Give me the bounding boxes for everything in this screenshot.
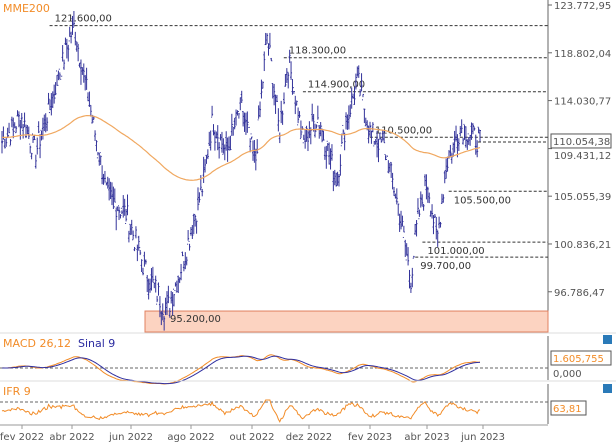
- x-tick-label: jun 2022: [108, 432, 153, 443]
- ifr-last-value: 63,81: [553, 404, 582, 415]
- level-label: 114.900,00: [308, 80, 365, 91]
- ifr-value-box: [550, 400, 587, 416]
- macd-last-value: 1.605,755: [553, 354, 604, 365]
- y-tick-label: 105.055,39: [554, 192, 611, 203]
- macd-zero-label: 0,000: [553, 369, 582, 380]
- macd-title: MACD 26,12: [3, 337, 71, 350]
- y-tick-label: 123.772,95: [554, 1, 611, 12]
- x-tick-label: ago 2022: [167, 432, 214, 443]
- ifr-settings-icon[interactable]: [603, 384, 612, 393]
- x-tick-label: abr 2023: [404, 432, 449, 443]
- y-tick-label: 100.836,21: [554, 240, 611, 251]
- level-label: 118.300,00: [289, 46, 346, 57]
- x-tick-label: jun 2023: [460, 432, 505, 443]
- support-zone: [144, 310, 549, 333]
- x-tick-label: fev 2022: [0, 432, 44, 443]
- y-tick-label: 96.786,47: [554, 288, 605, 299]
- ifr-line: [1, 399, 481, 423]
- macd-value-box: [550, 350, 612, 366]
- x-tick-label: dez 2022: [286, 432, 332, 443]
- x-tick-label: fev 2023: [348, 432, 392, 443]
- level-label: 101.000,00: [427, 246, 484, 257]
- signal-line: [1, 355, 481, 385]
- ifr-title: IFR 9: [3, 385, 31, 398]
- level-label: 110.500,00: [375, 125, 432, 136]
- level-label: 99.700,00: [420, 261, 471, 272]
- y-tick-label: 114.030,77: [554, 97, 611, 108]
- moving-average-line: [1, 114, 481, 181]
- y-tick-label: 118.802,04: [554, 49, 611, 60]
- last-price-box: [550, 133, 612, 149]
- main-title: MME200: [3, 2, 50, 15]
- x-tick-label: abr 2022: [49, 432, 94, 443]
- zone-label: 95.200,00: [170, 314, 221, 325]
- last-price-label: 110.054,38: [553, 137, 610, 148]
- macd-settings-icon[interactable]: [603, 335, 612, 344]
- macd-signal-label: Sinal 9: [78, 337, 115, 350]
- x-tick-label: out 2022: [229, 432, 274, 443]
- level-label: 121.600,00: [55, 14, 112, 25]
- level-label: 105.500,00: [454, 195, 511, 206]
- y-tick-label: 109.431,12: [554, 151, 611, 162]
